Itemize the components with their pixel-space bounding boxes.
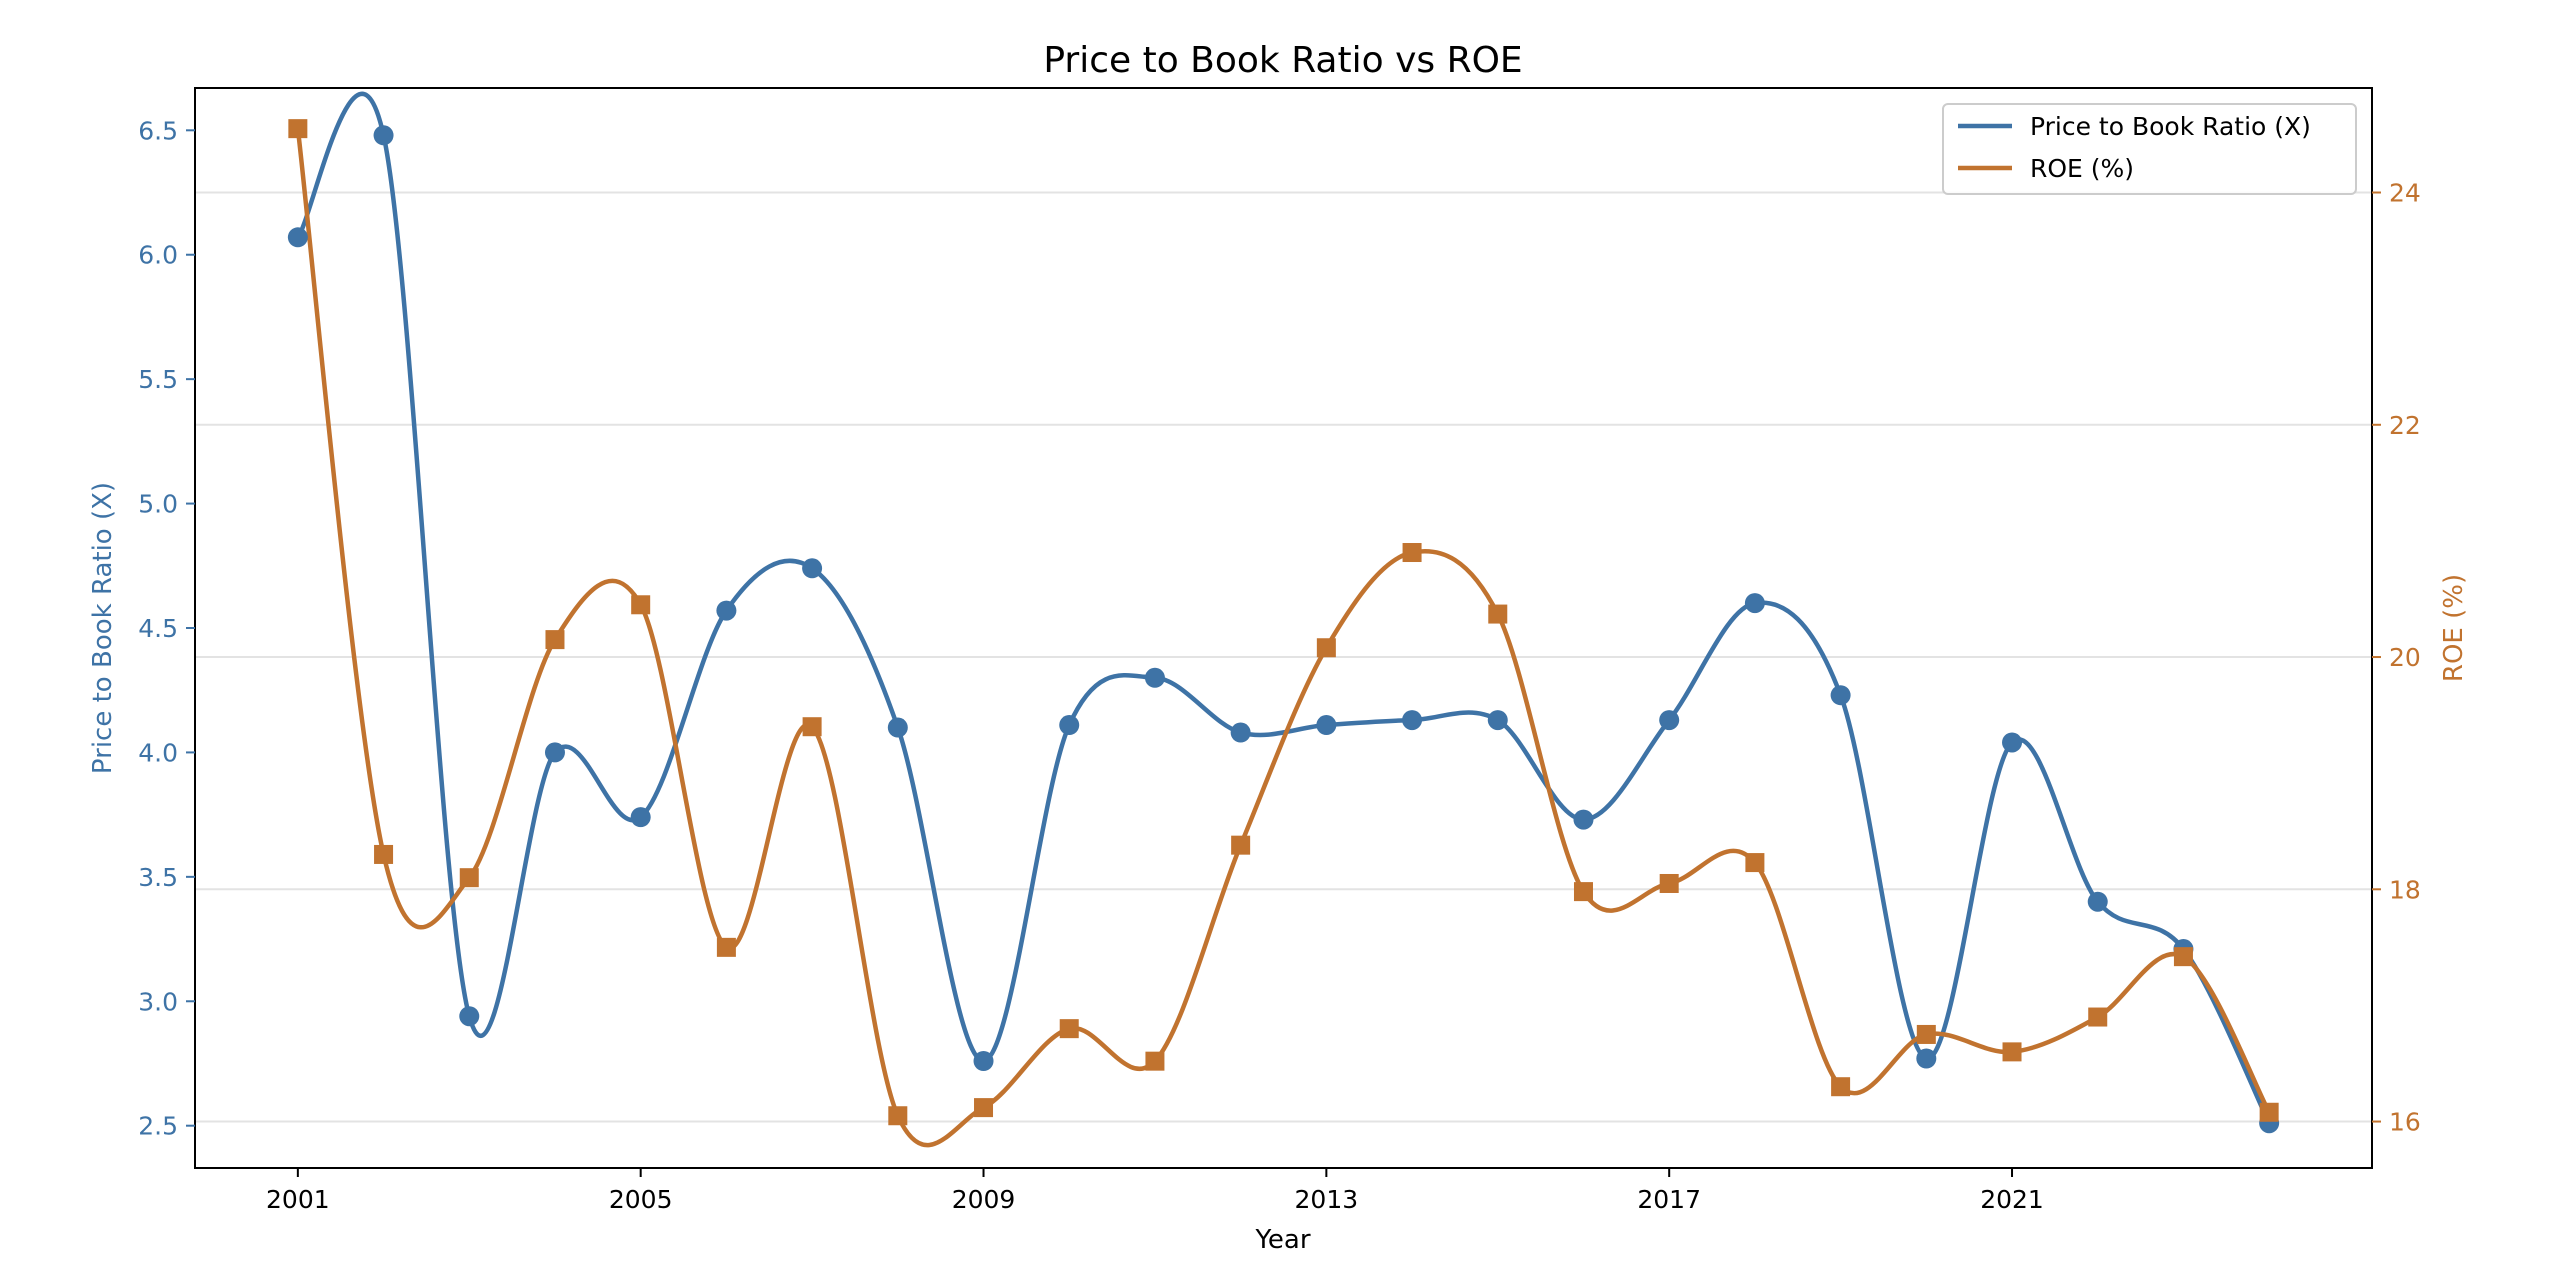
data-point-price-to-book (973, 1050, 994, 1071)
left-y-tick-label: 4.5 (138, 614, 178, 643)
series-lines (295, 91, 2272, 1148)
data-point-price-to-book (1316, 715, 1337, 736)
plot-frame (194, 87, 2373, 1169)
data-point-roe (2173, 947, 2193, 967)
series-line-roe (295, 128, 2272, 1148)
data-point-price-to-book (2002, 732, 2023, 753)
legend-label-price-to-book: Price to Book Ratio (X) (2030, 112, 2311, 141)
data-point-roe (545, 630, 565, 650)
x-tick-label: 2013 (1295, 1185, 1359, 1214)
data-point-price-to-book (1659, 710, 1680, 731)
left-y-tick-label: 3.5 (138, 863, 178, 892)
x-tick-label: 2001 (266, 1185, 330, 1214)
data-point-price-to-book (802, 558, 823, 579)
data-point-roe (1831, 1077, 1851, 1097)
data-point-price-to-book (1144, 667, 1165, 688)
data-point-roe (2259, 1102, 2279, 1122)
data-point-roe (1659, 873, 1679, 893)
data-point-roe (288, 119, 308, 139)
x-tick-label: 2017 (1637, 1185, 1701, 1214)
x-axis-title: Year (1254, 1225, 1310, 1255)
right-y-tick-label: 18 (2389, 875, 2421, 904)
data-point-roe (716, 937, 736, 957)
left-y-tick-label: 6.0 (138, 241, 178, 270)
data-point-price-to-book (1230, 722, 1251, 743)
data-point-price-to-book (1916, 1048, 1937, 1069)
left-y-tick-label: 6.5 (138, 116, 178, 145)
data-point-roe (459, 868, 479, 888)
legend: Price to Book Ratio (X) ROE (%) (1942, 103, 2357, 195)
x-tick-label: 2021 (1980, 1185, 2044, 1214)
data-point-roe (2088, 1007, 2108, 1027)
data-point-price-to-book (287, 227, 308, 248)
data-point-roe (802, 717, 822, 737)
data-point-price-to-book (887, 717, 908, 738)
left-y-tick-label: 5.5 (138, 365, 178, 394)
left-y-tick-label: 3.0 (138, 987, 178, 1016)
right-y-tick-label: 22 (2389, 411, 2421, 440)
axes: 2001 2005 2009 2013 2017 2021 2.5 3.0 3.5 4.0 4.5 5… (138, 116, 2421, 1214)
right-y-tick-label: 16 (2389, 1108, 2421, 1137)
data-point-roe (888, 1106, 908, 1126)
data-point-price-to-book (1402, 710, 1423, 731)
left-y-tick-label: 5.0 (138, 490, 178, 519)
data-point-price-to-book (1059, 715, 1080, 736)
data-point-roe (1916, 1024, 1936, 1044)
data-point-price-to-book (1830, 685, 1851, 706)
data-point-roe (374, 844, 394, 864)
data-point-roe (1059, 1019, 1079, 1039)
left-y-tick-label: 4.0 (138, 738, 178, 767)
legend-box (1942, 103, 2357, 195)
data-point-roe (1402, 543, 1422, 563)
legend-label-roe: ROE (%) (2030, 154, 2134, 183)
data-point-price-to-book (544, 742, 565, 763)
data-point-price-to-book (1487, 710, 1508, 731)
data-point-roe (1145, 1051, 1165, 1071)
data-point-roe (1488, 604, 1508, 624)
data-point-roe (1316, 638, 1336, 658)
data-point-roe (1573, 882, 1593, 902)
x-tick-label: 2009 (952, 1185, 1016, 1214)
data-point-price-to-book (630, 807, 651, 828)
series-markers (287, 119, 2280, 1134)
left-y-axis-title: Price to Book Ratio (X) (88, 482, 118, 774)
x-tick-label: 2005 (609, 1185, 673, 1214)
data-point-roe (974, 1098, 994, 1118)
data-point-price-to-book (716, 600, 737, 621)
data-point-roe (631, 595, 651, 615)
data-point-roe (1745, 853, 1765, 873)
data-point-price-to-book (2087, 891, 2108, 912)
data-point-price-to-book (1744, 593, 1765, 614)
data-point-price-to-book (1573, 809, 1594, 830)
series-line-price-to-book (295, 91, 2272, 1125)
chart-title: Price to Book Ratio vs ROE (1043, 40, 1522, 81)
grid-lines (195, 191, 2372, 1123)
data-point-price-to-book (373, 125, 394, 146)
data-point-price-to-book (459, 1006, 480, 1027)
data-point-roe (1231, 835, 1251, 855)
right-y-axis-title: ROE (%) (2439, 574, 2469, 682)
left-y-tick-label: 2.5 (138, 1112, 178, 1141)
data-point-roe (2002, 1042, 2022, 1062)
right-y-tick-label: 20 (2389, 643, 2421, 672)
right-y-tick-label: 24 (2389, 179, 2421, 208)
